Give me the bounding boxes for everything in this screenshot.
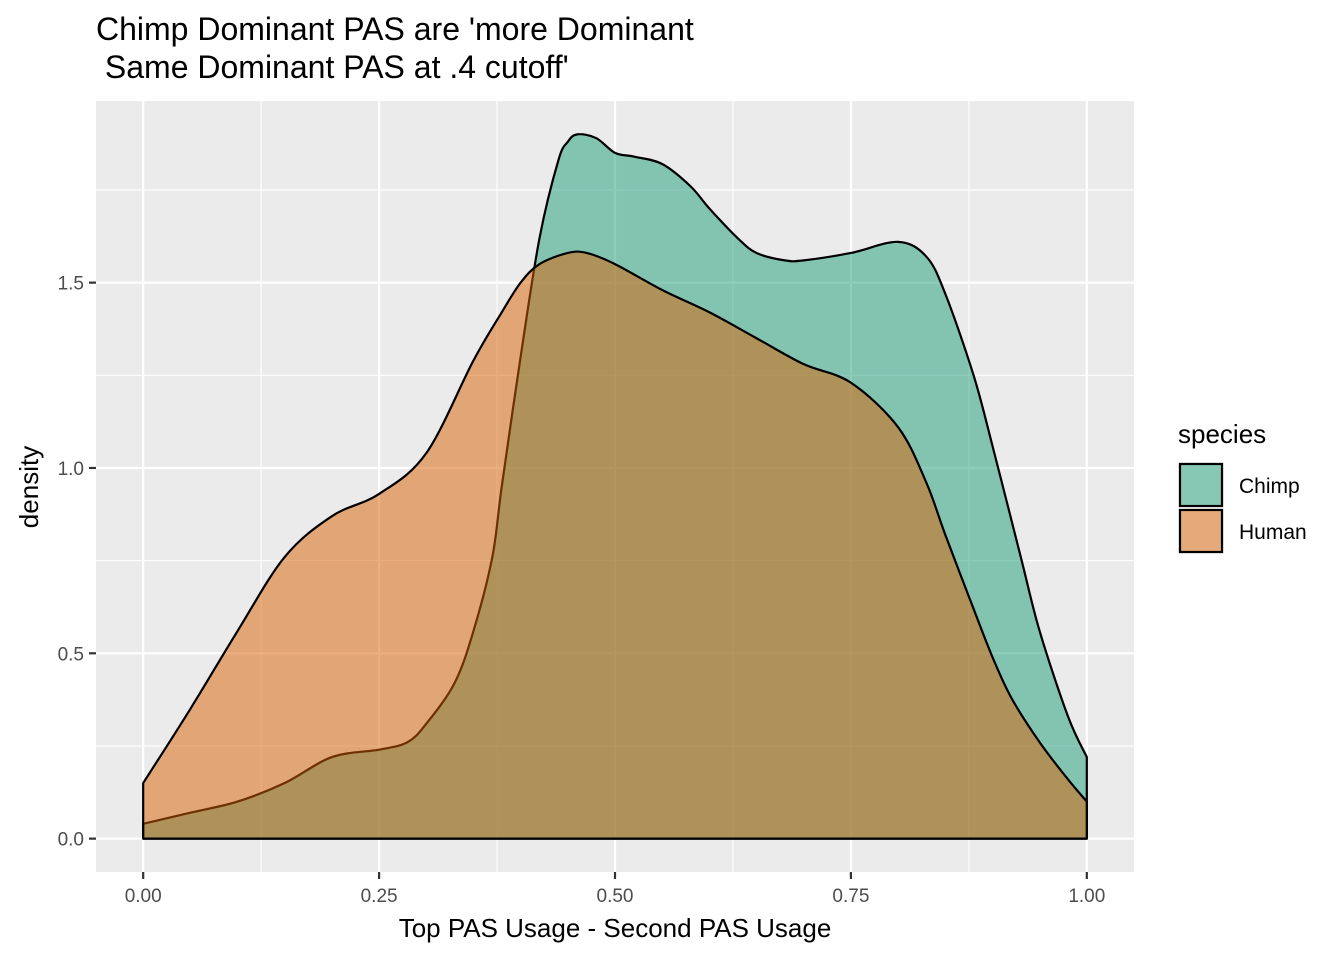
legend-items: Chimp Human — [1178, 462, 1307, 554]
x-tick-label: 0.50 — [597, 886, 634, 907]
density-area-human — [142, 250, 1088, 840]
legend: species Chimp Human — [1178, 419, 1307, 554]
legend-title: species — [1178, 419, 1266, 449]
legend-label-chimp: Chimp — [1239, 475, 1300, 498]
legend-swatch-chimp — [1178, 462, 1224, 508]
chart-title-line-2: Same Dominant PAS at .4 cutoff' — [96, 49, 569, 85]
y-tick-label: 1.5 — [58, 274, 84, 295]
x-axis-title: Top PAS Usage - Second PAS Usage — [399, 913, 832, 943]
y-axis-ticks: 0.0 0.5 1.0 1.5 — [58, 274, 96, 851]
y-axis-title: density — [14, 446, 44, 528]
legend-swatch-human — [1178, 508, 1224, 554]
y-tick-label: 0.0 — [58, 830, 84, 851]
chart-title-line-1: Chimp Dominant PAS are 'more Dominant — [96, 11, 694, 47]
legend-label-human: Human — [1239, 521, 1307, 544]
x-tick-label: 0.25 — [361, 886, 398, 907]
x-tick-label: 1.00 — [1068, 886, 1105, 907]
y-tick-label: 1.0 — [58, 459, 84, 480]
density-areas — [142, 133, 1088, 840]
y-tick-label: 0.5 — [58, 644, 84, 665]
x-tick-label: 0.00 — [125, 886, 162, 907]
x-tick-label: 0.75 — [832, 886, 869, 907]
x-axis-ticks: 0.00 0.25 0.50 0.75 1.00 — [125, 872, 1105, 907]
